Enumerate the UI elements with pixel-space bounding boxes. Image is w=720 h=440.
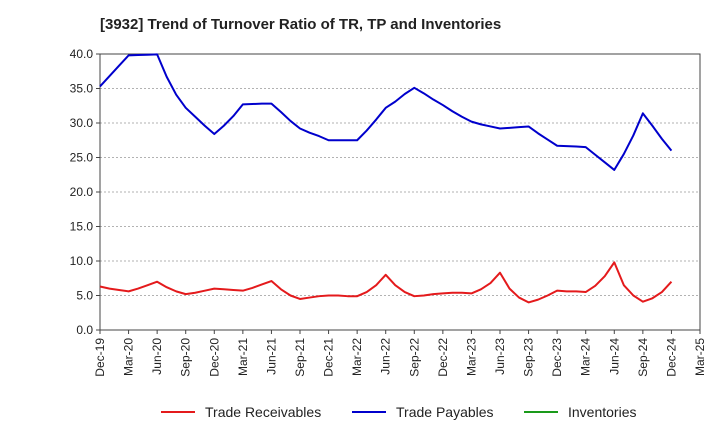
x-tick-label: Sep-20 (179, 338, 193, 377)
y-tick-label: 5.0 (76, 289, 93, 303)
x-tick-label: Mar-25 (693, 338, 707, 376)
legend-swatch-inventories (524, 411, 558, 413)
y-axis: 0.0 5.0 10.0 15.0 20.0 25.0 30.0 35.0 40.0 (70, 47, 100, 337)
y-tick-label: 20.0 (70, 185, 94, 199)
x-tick-label: Dec-21 (322, 338, 336, 377)
x-tick-label: Mar-24 (579, 338, 593, 376)
x-tick-label: Jun-23 (493, 338, 507, 375)
x-tick-label: Dec-19 (93, 338, 107, 377)
legend-item-trade-receivables: Trade Receivables (161, 404, 321, 420)
x-tick-label: Dec-23 (550, 338, 564, 377)
y-tick-label: 30.0 (70, 116, 94, 130)
legend-swatch-trade-payables (352, 411, 386, 413)
x-tick-label: Sep-21 (293, 338, 307, 377)
legend-label-trade-receivables: Trade Receivables (205, 404, 322, 420)
x-tick-label: Mar-23 (464, 338, 478, 376)
series-line-trade-receivables (99, 261, 673, 304)
y-tick-label: 25.0 (70, 151, 94, 165)
y-tick-label: 40.0 (70, 47, 94, 61)
legend: Trade Receivables Trade Payables Invento… (0, 404, 720, 428)
y-tick-label: 10.0 (70, 254, 94, 268)
legend-item-trade-payables: Trade Payables (352, 404, 494, 420)
series-line-trade-payables (99, 53, 673, 171)
chart-title: [3932] Trend of Turnover Ratio of TR, TP… (100, 16, 502, 33)
x-tick-label: Jun-20 (150, 338, 164, 375)
x-tick-label: Dec-20 (207, 338, 221, 377)
x-tick-label: Jun-21 (264, 338, 278, 375)
y-tick-label: 15.0 (70, 220, 94, 234)
x-tick-label: Mar-22 (350, 338, 364, 376)
x-tick-label: Mar-20 (122, 338, 136, 376)
x-tick-label: Dec-24 (664, 338, 678, 377)
legend-item-inventories: Inventories (524, 404, 636, 420)
y-tick-label: 35.0 (70, 82, 94, 96)
x-tick-label: Dec-22 (436, 338, 450, 377)
series-lines (99, 53, 673, 304)
x-tick-label: Mar-21 (236, 338, 250, 376)
x-tick-label: Jun-24 (607, 338, 621, 375)
legend-label-trade-payables: Trade Payables (396, 404, 494, 420)
x-tick-label: Sep-24 (636, 338, 650, 377)
y-tick-label: 0.0 (76, 323, 93, 337)
legend-label-inventories: Inventories (568, 404, 637, 420)
x-tick-label: Sep-23 (522, 338, 536, 377)
x-tick-label: Sep-22 (407, 338, 421, 377)
legend-swatch-trade-receivables (161, 411, 195, 413)
x-tick-label: Jun-22 (379, 338, 393, 375)
x-axis: Dec-19 Mar-20 Jun-20 Sep-20 Dec-20 Mar-21 Jun-… (93, 330, 707, 377)
